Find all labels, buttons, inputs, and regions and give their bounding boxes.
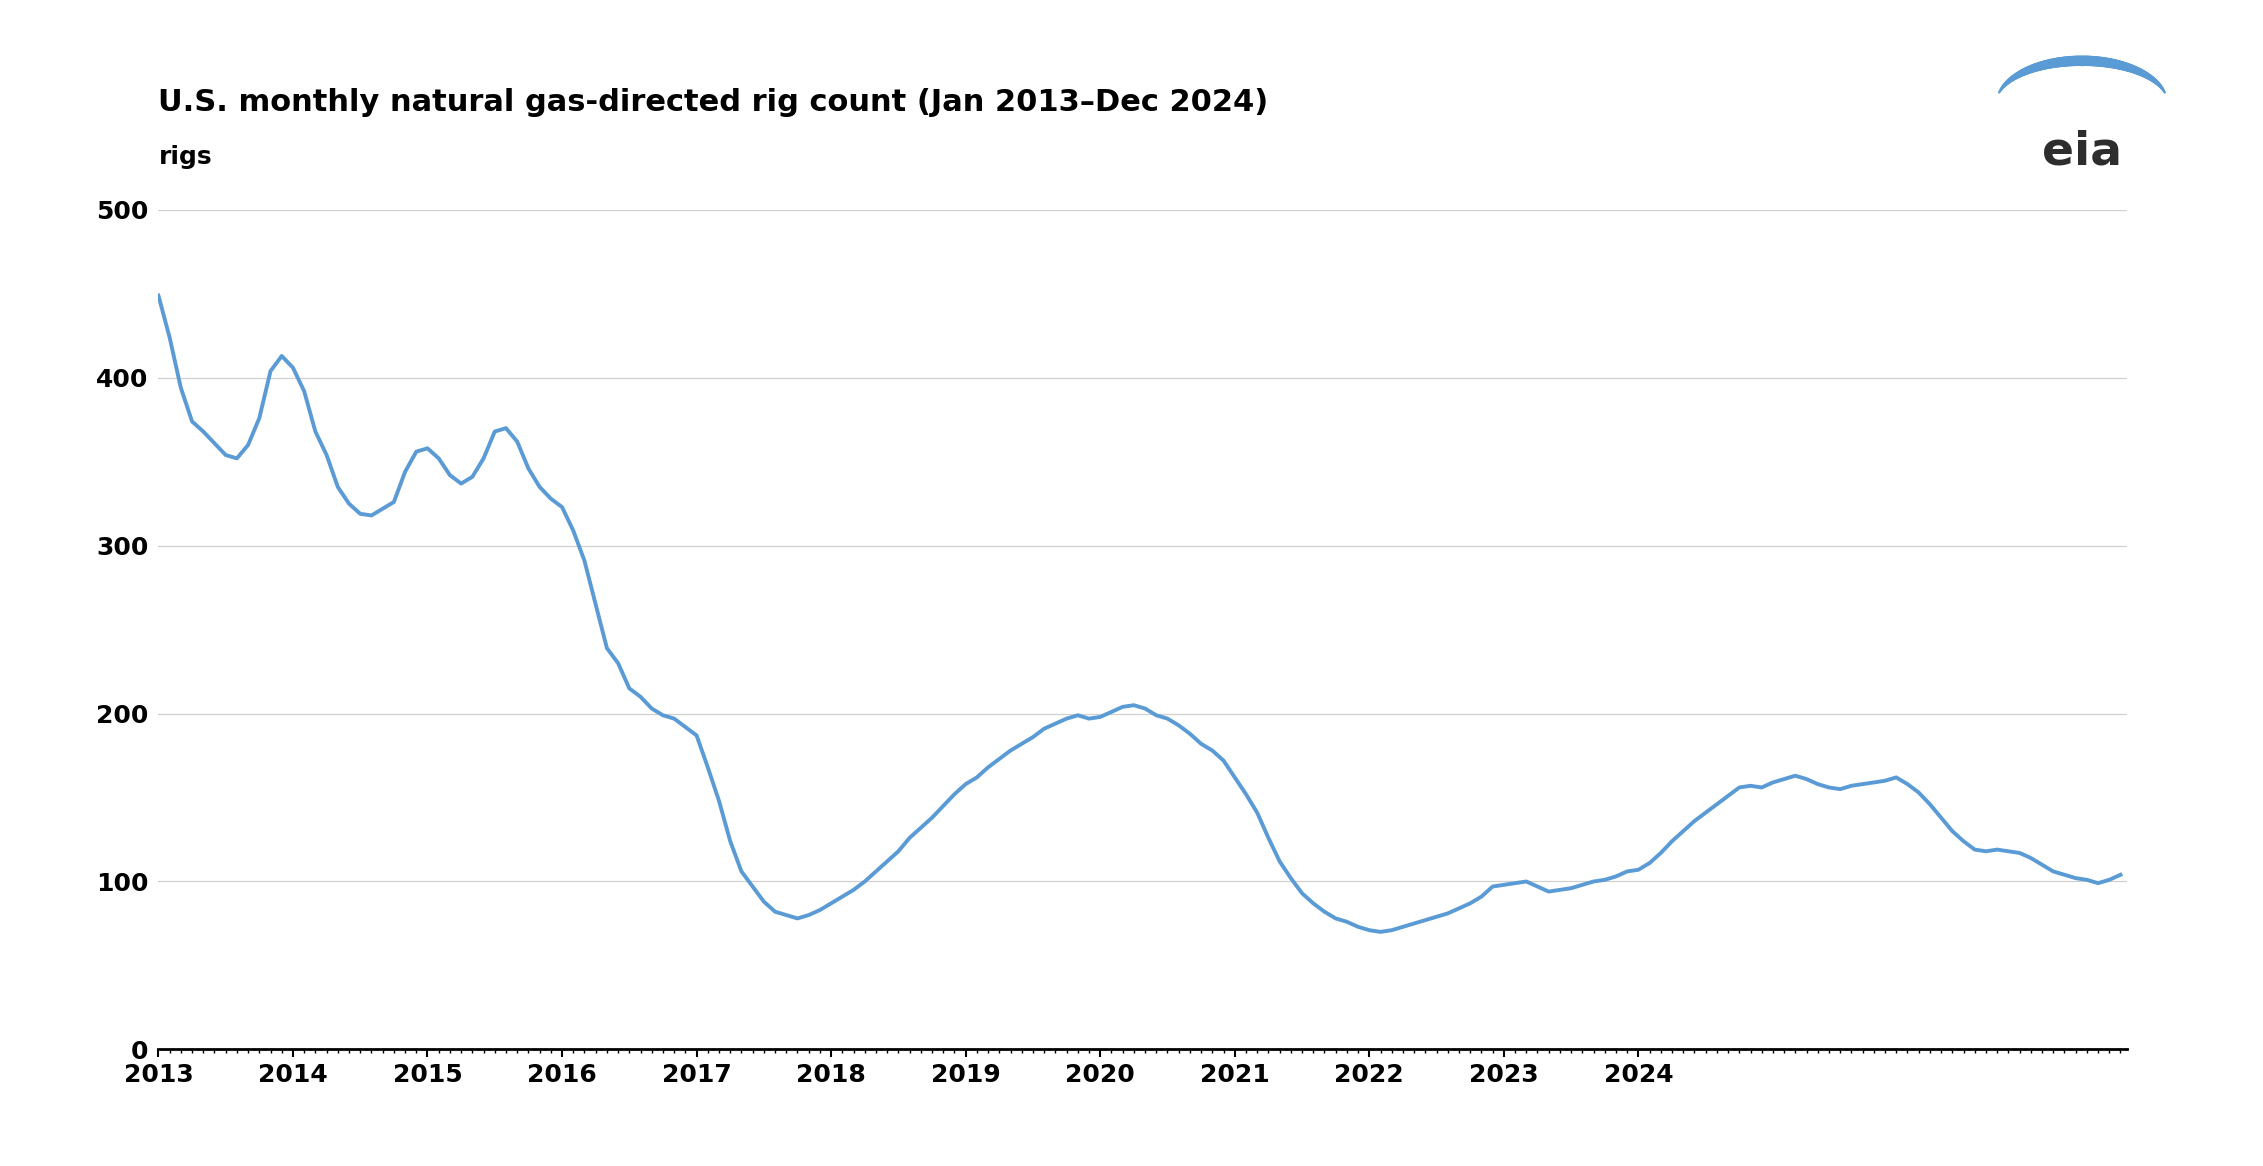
Text: rigs: rigs <box>158 145 213 169</box>
Text: U.S. monthly natural gas-directed rig count (Jan 2013–Dec 2024): U.S. monthly natural gas-directed rig co… <box>158 87 1270 117</box>
Text: eia: eia <box>2041 129 2123 175</box>
